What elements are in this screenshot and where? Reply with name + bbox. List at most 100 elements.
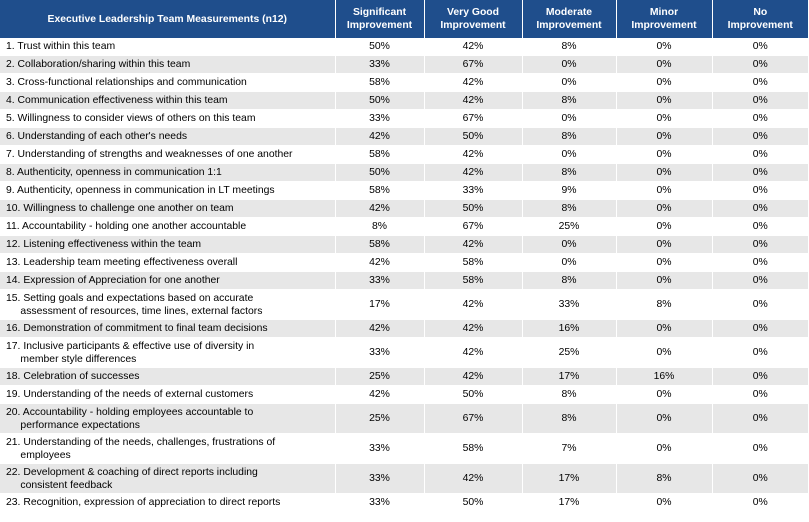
- cell-moderate-improvement: 0%: [522, 253, 617, 272]
- cell-significant-improvement: 33%: [335, 463, 425, 494]
- cell-very-good-improvement: 42%: [424, 289, 523, 320]
- cell-moderate-improvement: 25%: [522, 337, 617, 368]
- cell-minor-improvement: 0%: [616, 337, 713, 368]
- row-label: 14. Expression of Appreciation for one a…: [0, 271, 336, 290]
- table-row: 23. Recognition, expression of appreciat…: [0, 493, 808, 512]
- cell-significant-improvement: 42%: [335, 127, 425, 146]
- cell-minor-improvement: 0%: [616, 73, 713, 92]
- cell-no-improvement: 0%: [712, 181, 808, 200]
- cell-moderate-improvement: 8%: [522, 199, 617, 218]
- cell-minor-improvement: 8%: [616, 289, 713, 320]
- table-row: 10. Willingness to challenge one another…: [0, 199, 808, 218]
- cell-very-good-improvement: 42%: [424, 38, 523, 56]
- table-body: 1. Trust within this team 50% 42% 8% 0% 0% 2. …: [0, 38, 808, 512]
- table-row: 17. Inclusive participants & effective u…: [0, 337, 808, 368]
- cell-no-improvement: 0%: [712, 337, 808, 368]
- cell-significant-improvement: 25%: [335, 403, 425, 434]
- row-label: 18. Celebration of successes: [0, 367, 336, 386]
- header-minor-improvement: Minor Improvement: [616, 0, 713, 38]
- cell-moderate-improvement: 33%: [522, 289, 617, 320]
- cell-no-improvement: 0%: [712, 217, 808, 236]
- cell-moderate-improvement: 8%: [522, 385, 617, 404]
- table-row: 15. Setting goals and expectations based…: [0, 289, 808, 320]
- table-row: 19. Understanding of the needs of extern…: [0, 385, 808, 404]
- cell-no-improvement: 0%: [712, 271, 808, 290]
- cell-moderate-improvement: 0%: [522, 55, 617, 74]
- row-label: 3. Cross-functional relationships and co…: [0, 73, 336, 92]
- table-row: 12. Listening effectiveness within the t…: [0, 235, 808, 254]
- table-row: 7. Understanding of strengths and weakne…: [0, 145, 808, 164]
- header-very-good-improvement: Very Good Improvement: [424, 0, 523, 38]
- row-label: 11. Accountability - holding one another…: [0, 217, 336, 236]
- cell-minor-improvement: 0%: [616, 55, 713, 74]
- cell-significant-improvement: 17%: [335, 289, 425, 320]
- row-label: 9. Authenticity, openness in communicati…: [0, 181, 336, 200]
- cell-no-improvement: 0%: [712, 235, 808, 254]
- cell-very-good-improvement: 50%: [424, 493, 523, 512]
- cell-no-improvement: 0%: [712, 493, 808, 512]
- row-label: 4. Communication effectiveness within th…: [0, 91, 336, 110]
- table-row: 11. Accountability - holding one another…: [0, 217, 808, 236]
- cell-very-good-improvement: 67%: [424, 217, 523, 236]
- header-no-improvement: No Improvement: [712, 0, 808, 38]
- cell-significant-improvement: 42%: [335, 253, 425, 272]
- table-row: 6. Understanding of each other's needs 42…: [0, 127, 808, 146]
- cell-significant-improvement: 42%: [335, 319, 425, 338]
- cell-significant-improvement: 50%: [335, 91, 425, 110]
- table-row: 9. Authenticity, openness in communicati…: [0, 181, 808, 200]
- row-label: 16. Demonstration of commitment to final…: [0, 319, 336, 338]
- row-label: 1. Trust within this team: [0, 38, 336, 56]
- cell-minor-improvement: 0%: [616, 109, 713, 128]
- table-row: 8. Authenticity, openness in communicati…: [0, 163, 808, 182]
- cell-moderate-improvement: 9%: [522, 181, 617, 200]
- cell-no-improvement: 0%: [712, 109, 808, 128]
- cell-no-improvement: 0%: [712, 73, 808, 92]
- cell-minor-improvement: 0%: [616, 385, 713, 404]
- table-row: 16. Demonstration of commitment to final…: [0, 319, 808, 338]
- cell-very-good-improvement: 67%: [424, 403, 523, 434]
- cell-very-good-improvement: 42%: [424, 235, 523, 254]
- cell-no-improvement: 0%: [712, 199, 808, 218]
- cell-significant-improvement: 25%: [335, 367, 425, 386]
- table-header-row: Executive Leadership Team Measurements (…: [0, 0, 808, 38]
- cell-moderate-improvement: 17%: [522, 493, 617, 512]
- cell-significant-improvement: 33%: [335, 433, 425, 464]
- row-label: 6. Understanding of each other's needs: [0, 127, 336, 146]
- cell-no-improvement: 0%: [712, 367, 808, 386]
- cell-significant-improvement: 33%: [335, 55, 425, 74]
- cell-minor-improvement: 0%: [616, 38, 713, 56]
- cell-moderate-improvement: 16%: [522, 319, 617, 338]
- cell-very-good-improvement: 42%: [424, 91, 523, 110]
- row-label: 2. Collaboration/sharing within this tea…: [0, 55, 336, 74]
- cell-moderate-improvement: 17%: [522, 367, 617, 386]
- cell-no-improvement: 0%: [712, 319, 808, 338]
- table-row: 4. Communication effectiveness within th…: [0, 91, 808, 110]
- cell-significant-improvement: 50%: [335, 163, 425, 182]
- cell-very-good-improvement: 42%: [424, 163, 523, 182]
- cell-minor-improvement: 8%: [616, 463, 713, 494]
- measurements-table: Executive Leadership Team Measurements (…: [0, 0, 808, 512]
- table-row: 2. Collaboration/sharing within this tea…: [0, 55, 808, 74]
- cell-very-good-improvement: 50%: [424, 385, 523, 404]
- table-row: 1. Trust within this team 50% 42% 8% 0% 0%: [0, 38, 808, 56]
- cell-very-good-improvement: 33%: [424, 181, 523, 200]
- header-measurement: Executive Leadership Team Measurements (…: [0, 0, 336, 38]
- cell-minor-improvement: 0%: [616, 253, 713, 272]
- cell-very-good-improvement: 58%: [424, 253, 523, 272]
- cell-significant-improvement: 8%: [335, 217, 425, 236]
- cell-very-good-improvement: 67%: [424, 55, 523, 74]
- cell-moderate-improvement: 8%: [522, 403, 617, 434]
- cell-no-improvement: 0%: [712, 163, 808, 182]
- cell-significant-improvement: 58%: [335, 145, 425, 164]
- cell-minor-improvement: 0%: [616, 433, 713, 464]
- cell-moderate-improvement: 8%: [522, 163, 617, 182]
- cell-minor-improvement: 0%: [616, 145, 713, 164]
- cell-no-improvement: 0%: [712, 55, 808, 74]
- row-label: 23. Recognition, expression of appreciat…: [0, 493, 336, 512]
- row-label: 19. Understanding of the needs of extern…: [0, 385, 336, 404]
- cell-no-improvement: 0%: [712, 433, 808, 464]
- cell-moderate-improvement: 0%: [522, 145, 617, 164]
- cell-significant-improvement: 33%: [335, 271, 425, 290]
- cell-very-good-improvement: 42%: [424, 73, 523, 92]
- row-label: 8. Authenticity, openness in communicati…: [0, 163, 336, 182]
